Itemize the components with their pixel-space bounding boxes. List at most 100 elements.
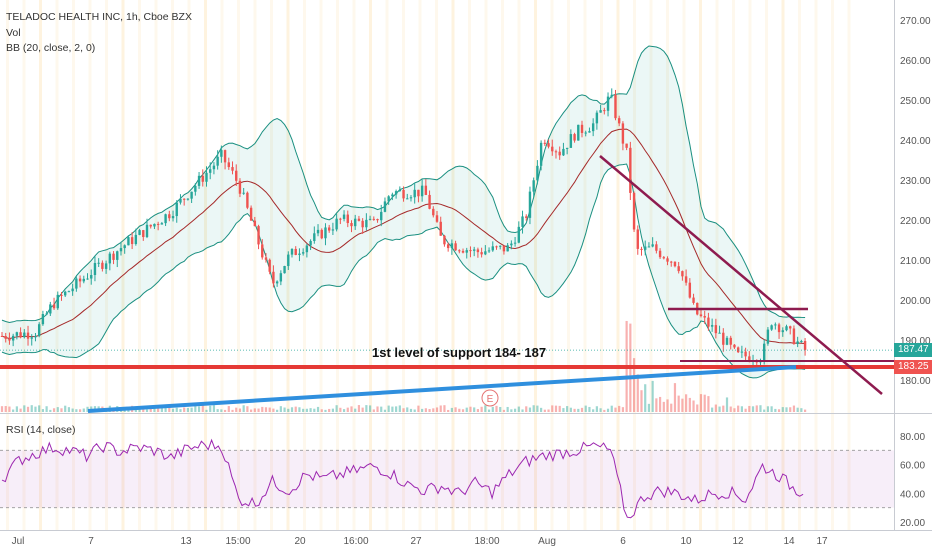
- session-stripe: [402, 0, 405, 530]
- session-stripe: [171, 0, 174, 530]
- volume-bar: [302, 408, 305, 412]
- session-stripe: [781, 0, 785, 530]
- volume-bar: [800, 408, 803, 412]
- rsi-tick-label: 20.00: [900, 518, 925, 529]
- candle-body: [313, 233, 316, 241]
- candle-body: [305, 245, 309, 253]
- volume-bar: [785, 407, 788, 412]
- candle-body: [465, 250, 468, 253]
- volume-bar: [238, 408, 242, 412]
- candle-body: [71, 288, 74, 292]
- candle-body: [677, 266, 680, 272]
- candle-body: [591, 123, 595, 132]
- candle-body: [56, 294, 59, 309]
- volume-bar: [777, 409, 781, 412]
- candle-body: [714, 325, 718, 334]
- candle-body: [800, 341, 803, 343]
- candle-body: [781, 330, 784, 333]
- volume-bar: [621, 407, 625, 412]
- candle-body: [171, 216, 175, 219]
- candle-body: [599, 110, 602, 113]
- candle-body: [710, 325, 714, 327]
- candle-body: [528, 191, 532, 218]
- time-tick-label: 7: [88, 536, 94, 547]
- candle-body: [197, 175, 201, 186]
- volume-bar: [402, 408, 405, 412]
- candle-body: [725, 337, 729, 345]
- candle-body: [153, 223, 156, 227]
- volume-bar: [636, 374, 639, 412]
- volume-bar: [342, 409, 346, 412]
- volume-bar: [15, 406, 18, 412]
- candle-body: [391, 194, 394, 197]
- candle-body: [23, 332, 26, 338]
- candle-body: [417, 189, 420, 197]
- candle-body: [543, 142, 547, 144]
- candle-body: [287, 254, 290, 267]
- candle-body: [428, 194, 431, 209]
- volume-bar: [309, 408, 312, 412]
- volume-bar: [543, 409, 546, 412]
- volume-bar: [56, 407, 59, 412]
- session-stripe: [550, 0, 554, 530]
- volume-bar: [383, 409, 387, 412]
- volume-bar: [484, 405, 487, 412]
- volume-bar: [201, 405, 204, 412]
- candle-body: [67, 291, 71, 293]
- volume-bar: [294, 406, 297, 412]
- volume-bar: [506, 406, 509, 412]
- volume-bar: [261, 406, 264, 412]
- candle-body: [774, 324, 777, 326]
- candle-body: [4, 336, 7, 339]
- volume-bar: [632, 358, 636, 412]
- price-tick-label: 230.00: [900, 176, 931, 187]
- volume-bar: [789, 407, 792, 412]
- volume-bar: [387, 405, 390, 412]
- volume-bar: [287, 408, 290, 412]
- candle-body: [41, 314, 45, 325]
- candle-body: [123, 245, 126, 249]
- session-stripe: [748, 0, 752, 530]
- volume-bar: [733, 408, 736, 412]
- candle-body: [718, 332, 721, 334]
- volume-bar: [473, 407, 476, 412]
- volume-bar: [450, 407, 453, 412]
- candle-body: [127, 237, 130, 246]
- candle-body: [684, 276, 688, 283]
- volume-bar: [12, 409, 15, 412]
- candle-body: [777, 324, 781, 333]
- candle-body: [647, 246, 651, 248]
- session-stripe: [435, 0, 438, 530]
- candle-body: [216, 156, 219, 166]
- candle-body: [580, 124, 584, 133]
- volume-bar: [183, 407, 186, 412]
- session-stripe: [55, 0, 59, 530]
- candle-body: [320, 229, 323, 239]
- candle-body: [406, 198, 409, 200]
- candle-body: [298, 253, 301, 255]
- volume-bar: [250, 409, 253, 412]
- volume-bar: [502, 409, 506, 412]
- candle-body: [19, 332, 22, 338]
- candle-body: [97, 262, 100, 264]
- volume-bar: [339, 407, 342, 412]
- volume-bar: [26, 406, 30, 412]
- candle-body: [253, 220, 257, 227]
- candle-body: [309, 240, 312, 246]
- candle-body: [223, 150, 227, 163]
- candle-body: [733, 344, 736, 348]
- candle-body: [569, 134, 573, 148]
- volume-bar: [205, 409, 208, 412]
- candle-body: [547, 143, 550, 147]
- earnings-marker-label: E: [487, 394, 494, 405]
- volume-bar: [644, 384, 647, 412]
- candle-body: [729, 337, 732, 345]
- candle-body: [495, 246, 498, 248]
- candle-body: [93, 263, 97, 276]
- candle-body: [699, 314, 703, 317]
- candle-body: [703, 316, 706, 318]
- volume-bar: [796, 407, 799, 412]
- session-stripe: [319, 0, 323, 530]
- candle-body: [324, 227, 327, 239]
